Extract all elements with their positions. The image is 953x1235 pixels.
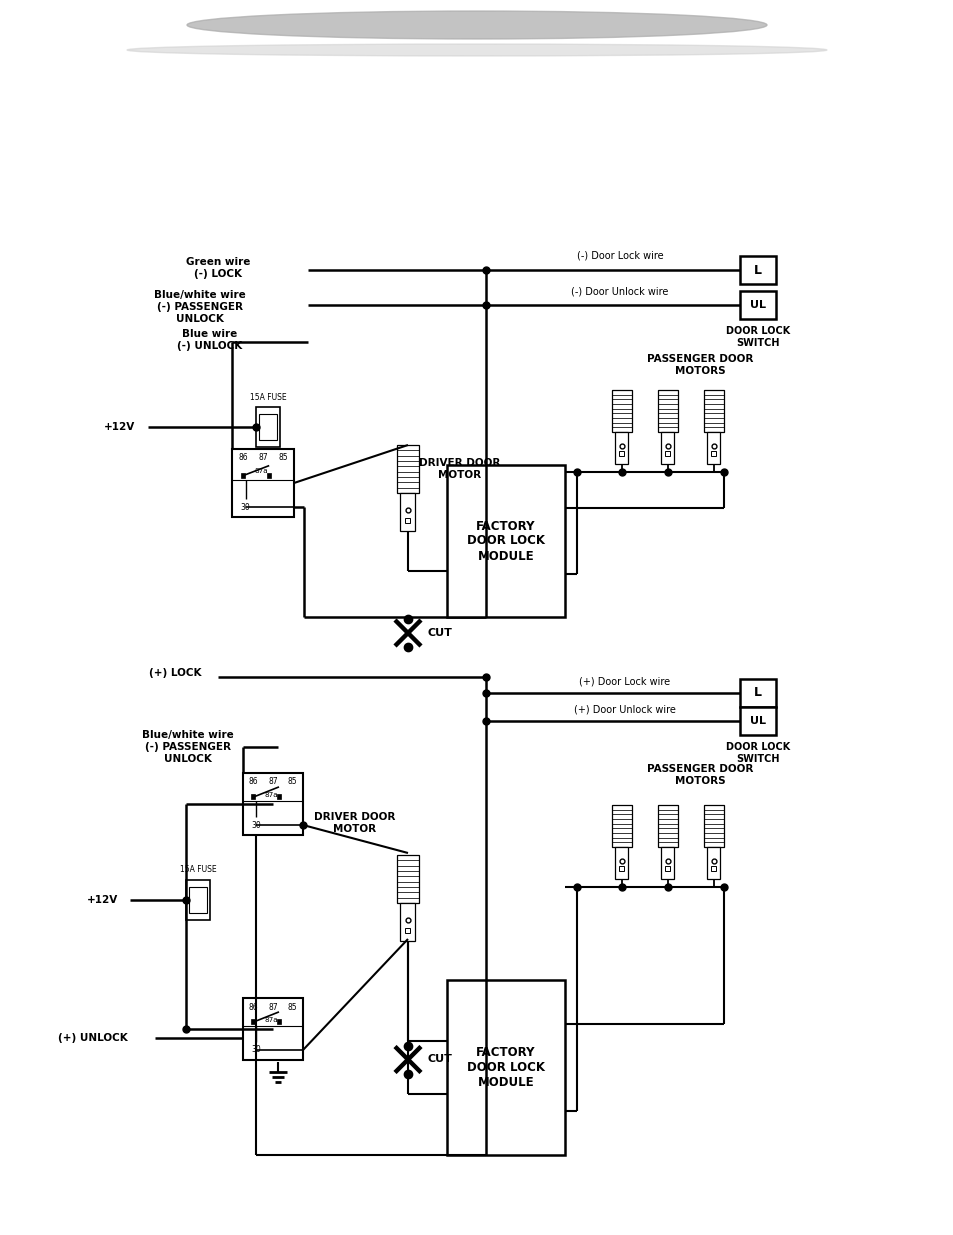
Text: 87: 87 — [268, 1003, 277, 1011]
Bar — [703, 805, 723, 847]
Text: +12V: +12V — [87, 895, 118, 905]
Bar — [400, 903, 416, 941]
Bar — [707, 432, 720, 464]
Bar — [277, 794, 281, 799]
Bar — [660, 432, 674, 464]
Text: 86: 86 — [249, 1003, 258, 1011]
Text: DOOR LOCK
SWITCH: DOOR LOCK SWITCH — [725, 742, 789, 763]
Bar — [658, 390, 678, 432]
Ellipse shape — [187, 11, 766, 40]
Bar — [618, 451, 624, 456]
Bar — [240, 473, 244, 478]
Text: PASSENGER DOOR
MOTORS: PASSENGER DOOR MOTORS — [646, 764, 753, 785]
Bar — [447, 981, 564, 1155]
Text: 87a: 87a — [254, 468, 268, 474]
Bar — [618, 866, 624, 871]
Text: Green wire
(-) LOCK: Green wire (-) LOCK — [186, 257, 250, 279]
Text: DRIVER DOOR
MOTOR: DRIVER DOOR MOTOR — [419, 458, 500, 480]
Bar — [252, 794, 255, 799]
Text: (+) Door Lock wire: (+) Door Lock wire — [578, 676, 670, 685]
Bar — [615, 432, 628, 464]
Text: 15A FUSE: 15A FUSE — [250, 393, 286, 401]
Text: DRIVER DOOR
MOTOR: DRIVER DOOR MOTOR — [314, 813, 395, 834]
Text: UL: UL — [749, 300, 765, 310]
Text: 86: 86 — [238, 453, 248, 462]
Bar — [615, 847, 628, 879]
Text: 30: 30 — [251, 820, 261, 830]
Text: 85: 85 — [287, 1003, 296, 1011]
Text: DOOR LOCK
SWITCH: DOOR LOCK SWITCH — [725, 326, 789, 348]
Bar — [405, 927, 410, 932]
Text: 87: 87 — [258, 453, 268, 462]
Bar — [400, 493, 416, 531]
Bar — [665, 451, 670, 456]
Bar — [255, 408, 280, 447]
Bar — [232, 450, 294, 517]
Bar — [707, 847, 720, 879]
Text: (+) Door Unlock wire: (+) Door Unlock wire — [574, 704, 676, 714]
Bar — [740, 256, 775, 284]
Text: Blue/white wire
(-) PASSENGER
UNLOCK: Blue/white wire (-) PASSENGER UNLOCK — [142, 730, 233, 763]
Text: 30: 30 — [251, 1046, 261, 1055]
Bar — [258, 414, 276, 440]
Text: 85: 85 — [277, 453, 288, 462]
Text: 85: 85 — [287, 778, 296, 787]
Ellipse shape — [127, 44, 826, 56]
Bar — [396, 445, 418, 493]
Bar — [405, 517, 410, 522]
Text: (-) Door Unlock wire: (-) Door Unlock wire — [571, 287, 668, 296]
Bar — [447, 466, 564, 618]
Bar — [277, 1019, 281, 1024]
Text: 87a: 87a — [264, 792, 277, 798]
Bar — [243, 773, 303, 835]
Text: 30: 30 — [240, 503, 251, 511]
Text: 87a: 87a — [264, 1016, 277, 1023]
Bar — [252, 1019, 255, 1024]
Text: UL: UL — [749, 716, 765, 726]
Text: FACTORY
DOOR LOCK
MODULE: FACTORY DOOR LOCK MODULE — [467, 520, 544, 562]
Bar — [189, 887, 207, 913]
Text: Blue/white wire
(-) PASSENGER
UNLOCK: Blue/white wire (-) PASSENGER UNLOCK — [154, 290, 246, 324]
Text: 87: 87 — [268, 778, 277, 787]
Bar — [243, 998, 303, 1060]
Text: CUT: CUT — [428, 629, 453, 638]
Text: 86: 86 — [249, 778, 258, 787]
Bar — [612, 390, 631, 432]
Bar — [396, 855, 418, 903]
Text: FACTORY
DOOR LOCK
MODULE: FACTORY DOOR LOCK MODULE — [467, 1046, 544, 1089]
Text: +12V: +12V — [104, 422, 135, 432]
Bar — [740, 706, 775, 735]
Bar — [740, 679, 775, 706]
Text: L: L — [753, 263, 761, 277]
Text: L: L — [753, 687, 761, 699]
Text: 15A FUSE: 15A FUSE — [179, 866, 216, 874]
Bar — [658, 805, 678, 847]
Bar — [703, 390, 723, 432]
Text: CUT: CUT — [428, 1055, 453, 1065]
Bar — [665, 866, 670, 871]
Text: (+) UNLOCK: (+) UNLOCK — [58, 1034, 128, 1044]
Text: (-) Door Lock wire: (-) Door Lock wire — [576, 251, 662, 261]
Text: (+) LOCK: (+) LOCK — [149, 668, 201, 678]
Text: Blue wire
(-) UNLOCK: Blue wire (-) UNLOCK — [177, 330, 242, 351]
Bar — [711, 866, 716, 871]
Bar — [740, 291, 775, 319]
Bar — [711, 451, 716, 456]
Bar — [660, 847, 674, 879]
Bar — [267, 473, 271, 478]
Text: PASSENGER DOOR
MOTORS: PASSENGER DOOR MOTORS — [646, 354, 753, 375]
Bar — [612, 805, 631, 847]
Bar — [186, 881, 210, 920]
